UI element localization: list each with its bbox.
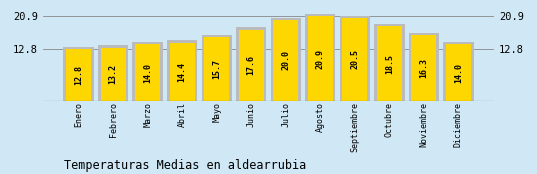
Bar (135, 44, 160, 101)
Bar (236, 27, 266, 101)
Bar (98, 45, 128, 101)
Text: 13.2: 13.2 (108, 64, 118, 84)
Bar (271, 18, 301, 101)
Bar (308, 16, 333, 101)
Bar (343, 18, 367, 101)
Bar (409, 33, 439, 101)
Bar (167, 40, 198, 101)
Bar (239, 30, 264, 101)
Text: 20.9: 20.9 (316, 49, 325, 69)
Bar (377, 26, 402, 101)
Bar (273, 20, 298, 101)
Bar (411, 35, 436, 101)
Text: 15.7: 15.7 (212, 59, 221, 79)
Bar (133, 42, 163, 101)
Bar (101, 48, 126, 101)
Bar (204, 37, 229, 101)
Text: 12.8: 12.8 (74, 65, 83, 85)
Text: Temperaturas Medias en aldearrubia: Temperaturas Medias en aldearrubia (64, 159, 307, 172)
Text: 16.3: 16.3 (419, 58, 429, 78)
Bar (443, 42, 474, 101)
Text: 14.4: 14.4 (178, 62, 187, 82)
Text: 18.5: 18.5 (385, 54, 394, 73)
Bar (374, 24, 404, 101)
Bar (305, 14, 336, 101)
Text: 20.0: 20.0 (281, 50, 291, 70)
Bar (66, 49, 91, 101)
Text: 17.6: 17.6 (246, 55, 256, 75)
Text: 14.0: 14.0 (454, 63, 463, 83)
Bar (201, 35, 232, 101)
Text: 14.0: 14.0 (143, 63, 152, 83)
Bar (63, 47, 94, 101)
Bar (170, 43, 194, 101)
Bar (339, 16, 370, 101)
Bar (446, 44, 471, 101)
Text: 20.5: 20.5 (350, 49, 359, 69)
